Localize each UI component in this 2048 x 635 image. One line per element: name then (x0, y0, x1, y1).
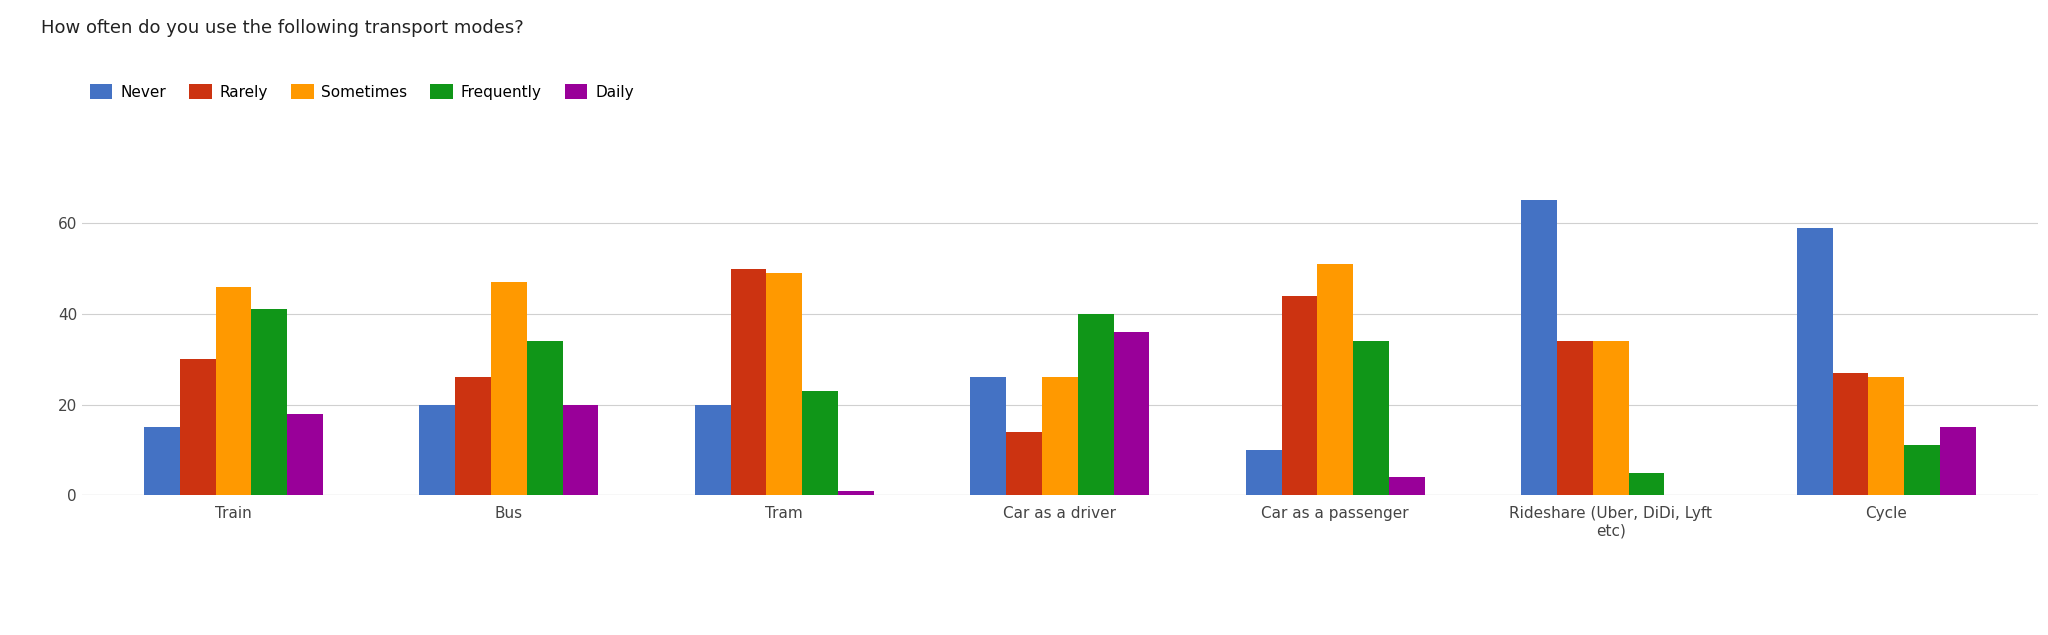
Bar (1317, 264, 1354, 495)
Bar (766, 273, 803, 495)
Bar (1593, 341, 1628, 495)
Bar (694, 404, 731, 495)
Bar (971, 377, 1006, 495)
Bar (1905, 445, 1939, 495)
Bar (1114, 332, 1149, 495)
Bar (252, 309, 287, 495)
Bar (1245, 450, 1282, 495)
Bar (1077, 314, 1114, 495)
Bar (1354, 341, 1389, 495)
Bar (731, 269, 766, 495)
Bar (492, 282, 526, 495)
Bar (526, 341, 563, 495)
Bar (1868, 377, 1905, 495)
Bar (1006, 432, 1042, 495)
Bar (1939, 427, 1976, 495)
Bar (1833, 373, 1868, 495)
Bar (143, 427, 180, 495)
Bar (1628, 472, 1665, 495)
Bar (1042, 377, 1077, 495)
Bar (1796, 228, 1833, 495)
Bar (838, 491, 874, 495)
Bar (1522, 201, 1556, 495)
Bar (215, 286, 252, 495)
Bar (455, 377, 492, 495)
Bar (287, 413, 324, 495)
Bar (1282, 296, 1317, 495)
Bar (803, 391, 838, 495)
Bar (563, 404, 598, 495)
Legend: Never, Rarely, Sometimes, Frequently, Daily: Never, Rarely, Sometimes, Frequently, Da… (90, 84, 633, 100)
Text: How often do you use the following transport modes?: How often do you use the following trans… (41, 19, 524, 37)
Bar (420, 404, 455, 495)
Bar (180, 359, 215, 495)
Bar (1389, 477, 1425, 495)
Bar (1556, 341, 1593, 495)
